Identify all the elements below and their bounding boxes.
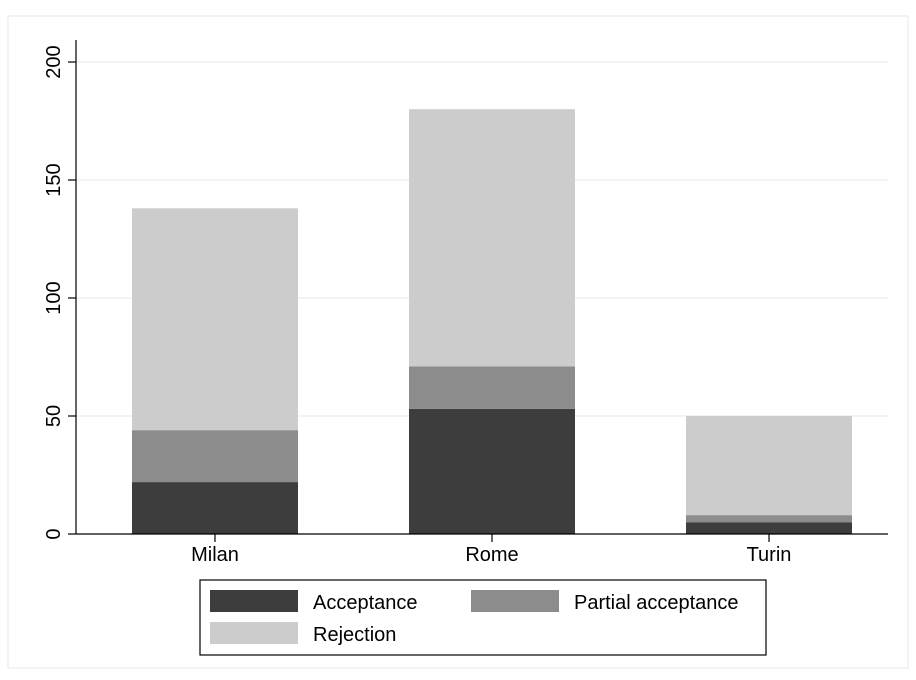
x-category-label: Turin [747, 544, 792, 566]
bars [132, 109, 852, 534]
y-axis-ticks: 0 50 100 150 200 [43, 45, 76, 540]
legend-item: Partial acceptance [471, 590, 739, 614]
bar-milan-partial-acceptance [132, 430, 298, 483]
legend-swatch [210, 590, 298, 612]
legend-items: Acceptance Partial acceptance Rejection [210, 590, 739, 646]
outer-frame [7, 15, 909, 669]
bar-turin-partial-acceptance [686, 515, 852, 523]
y-tick-label: 200 [43, 45, 65, 78]
y-tick-label: 150 [43, 163, 65, 196]
legend-item: Acceptance [210, 590, 418, 614]
y-tick-label: 0 [43, 528, 65, 539]
x-category-label: Rome [465, 544, 518, 566]
x-axis-categories: Milan Rome Turin [191, 534, 791, 566]
bar-milan-rejection [132, 208, 298, 431]
bar-turin-acceptance [686, 522, 852, 534]
y-tick-label: 100 [43, 281, 65, 314]
legend: Acceptance Partial acceptance Rejection [199, 579, 767, 656]
legend-item: Rejection [210, 622, 396, 646]
bar-turin-rejection [686, 416, 852, 516]
legend-swatch [471, 590, 559, 612]
legend-swatch [210, 622, 298, 644]
bar-rome-acceptance [409, 408, 575, 534]
legend-label: Partial acceptance [574, 592, 739, 614]
bar-milan-acceptance [132, 482, 298, 534]
legend-label: Rejection [313, 624, 396, 646]
bar-rome-partial-acceptance [409, 366, 575, 409]
y-tick-label: 50 [43, 405, 65, 427]
bar-rome-rejection [409, 109, 575, 367]
x-category-label: Milan [191, 544, 239, 566]
legend-label: Acceptance [313, 592, 418, 614]
